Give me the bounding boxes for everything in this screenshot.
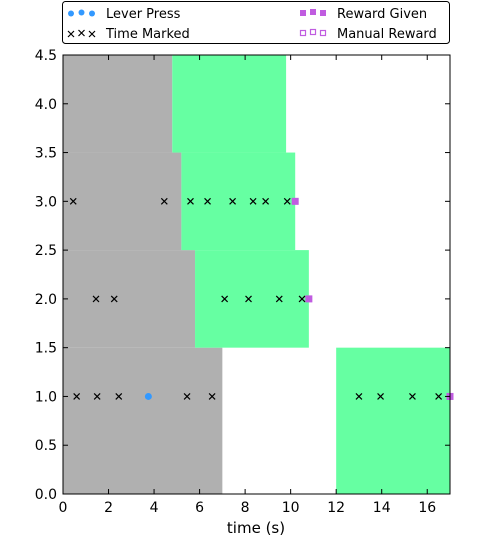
axes: 0 2 4 6 8 10 12 14 16 0.0 0.5 1.0 1.5 2.0 2.5 3.0 3.5 4.0… bbox=[35, 48, 451, 516]
x-tick-label: 6 bbox=[195, 500, 204, 516]
legend-item-time-marked: Time Marked bbox=[67, 27, 190, 42]
legend-marker-reward-given bbox=[310, 9, 316, 15]
legend-item-lever-press: Lever Press bbox=[68, 7, 181, 22]
reward-given-point bbox=[291, 197, 299, 205]
time-marked-point bbox=[355, 393, 363, 400]
y-tick-label: 2.5 bbox=[35, 243, 57, 259]
legend-label-reward-given: Reward Given bbox=[337, 7, 427, 22]
legend-marker-lever-press bbox=[78, 9, 85, 16]
y-tick-label: 3.0 bbox=[35, 194, 57, 210]
time-marked-point bbox=[221, 295, 229, 303]
time-marked-point bbox=[283, 197, 291, 205]
legend-label-time-marked: Time Marked bbox=[105, 27, 190, 42]
time-marked-point bbox=[204, 197, 211, 205]
x-tick-label: 2 bbox=[104, 500, 113, 516]
shaded-region bbox=[63, 250, 196, 348]
legend-marker-reward-given bbox=[320, 10, 326, 16]
y-tick-label: 1.0 bbox=[35, 389, 57, 405]
shaded-region bbox=[181, 152, 296, 251]
time-marked-point bbox=[262, 197, 270, 205]
time-marked-point bbox=[409, 393, 416, 400]
legend: Lever Press Reward Given Time Marked Man… bbox=[62, 1, 450, 44]
time-marked-point bbox=[110, 295, 118, 303]
y-tick-label: 3.5 bbox=[35, 146, 57, 162]
shaded-region bbox=[195, 250, 309, 348]
y-tick-label: 4.5 bbox=[35, 48, 57, 64]
shaded-region bbox=[63, 347, 223, 494]
legend-label-lever-press: Lever Press bbox=[106, 7, 181, 22]
time-marked-point bbox=[187, 197, 194, 205]
x-tick-label: 0 bbox=[59, 500, 68, 516]
time-marked-point bbox=[69, 197, 77, 205]
time-marked-point bbox=[183, 393, 191, 400]
legend-marker-time-marked bbox=[67, 30, 75, 38]
time-marked-point bbox=[229, 197, 237, 205]
y-tick-label: 0.0 bbox=[35, 487, 57, 503]
legend-label-manual-reward: Manual Reward bbox=[337, 27, 437, 42]
legend-marker-lever-press bbox=[68, 10, 74, 17]
time-marked-point bbox=[245, 295, 252, 303]
time-marked-point bbox=[208, 393, 216, 400]
time-marked-point bbox=[115, 393, 123, 400]
time-marked-point bbox=[160, 197, 168, 205]
legend-frame bbox=[62, 1, 450, 44]
x-tick-label: 14 bbox=[373, 500, 391, 516]
shaded-region bbox=[172, 55, 287, 153]
legend-marker-manual-reward bbox=[299, 29, 307, 37]
legend-marker-manual-reward bbox=[319, 29, 327, 37]
x-tick-label: 10 bbox=[282, 500, 300, 516]
y-tick-label: 1.5 bbox=[35, 341, 57, 357]
legend-marker-reward-given bbox=[300, 10, 306, 16]
plot-frame bbox=[62, 54, 451, 495]
shaded-region bbox=[63, 152, 182, 251]
y-tick-label: 0.5 bbox=[35, 438, 57, 454]
time-marked-point bbox=[435, 393, 443, 400]
time-marked-point bbox=[298, 295, 306, 303]
shaded-region bbox=[63, 55, 173, 153]
time-marked-point bbox=[93, 393, 101, 400]
legend-marker-time-marked bbox=[88, 30, 96, 38]
time-marked-point bbox=[73, 393, 81, 400]
x-tick-label: 8 bbox=[241, 500, 250, 516]
legend-item-reward-given: Reward Given bbox=[300, 7, 427, 22]
legend-marker-time-marked bbox=[78, 29, 85, 37]
x-axis-label: time (s) bbox=[227, 519, 285, 537]
x-tick-label: 4 bbox=[150, 500, 159, 516]
time-marked-point bbox=[275, 295, 283, 303]
shaded-regions bbox=[63, 55, 450, 494]
time-marked-point bbox=[249, 197, 257, 205]
y-tick-label: 2.0 bbox=[35, 292, 57, 308]
shaded-region bbox=[336, 347, 450, 494]
reward-given-point bbox=[305, 295, 313, 303]
legend-item-manual-reward: Manual Reward bbox=[299, 27, 437, 42]
time-marked-point bbox=[92, 295, 100, 303]
legend-marker-lever-press bbox=[89, 10, 95, 17]
y-tick-label: 4.0 bbox=[35, 97, 57, 113]
time-marked-point bbox=[377, 393, 384, 400]
x-tick-label: 16 bbox=[418, 500, 436, 516]
lever-press-point bbox=[144, 392, 152, 400]
legend-marker-manual-reward bbox=[309, 28, 317, 36]
x-tick-label: 12 bbox=[327, 500, 345, 516]
